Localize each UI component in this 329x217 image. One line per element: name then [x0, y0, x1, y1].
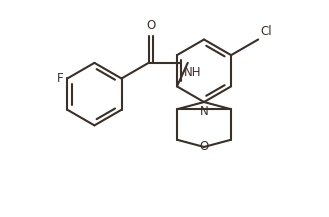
Text: O: O — [199, 140, 209, 153]
Text: Cl: Cl — [260, 25, 272, 38]
Text: NH: NH — [184, 66, 201, 79]
Text: N: N — [200, 105, 208, 118]
Text: F: F — [56, 72, 63, 85]
Text: O: O — [146, 19, 155, 32]
